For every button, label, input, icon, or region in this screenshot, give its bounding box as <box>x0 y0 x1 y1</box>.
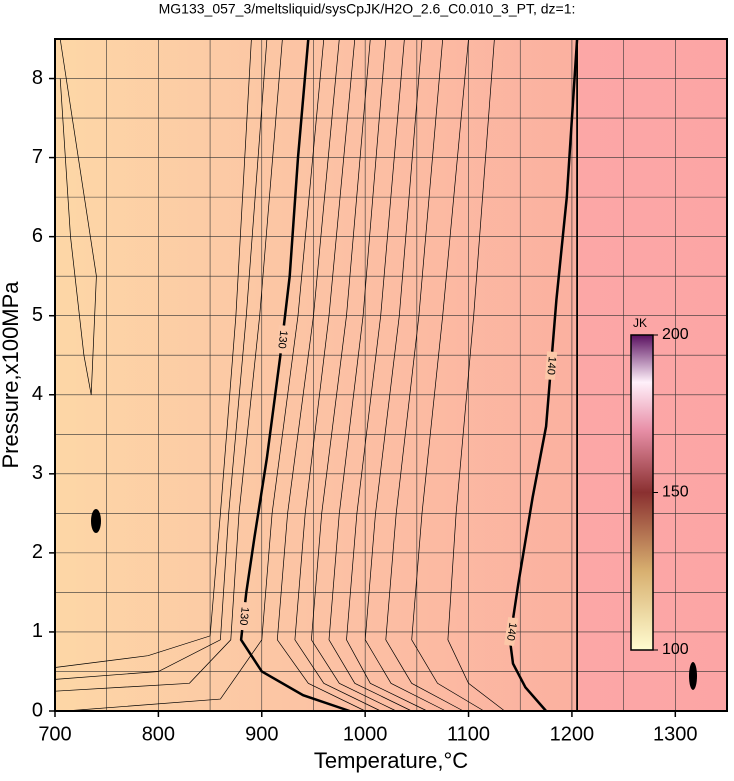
contour-line <box>276 38 366 712</box>
x-tick-label: 1200 <box>550 723 595 745</box>
x-tick-label: 800 <box>142 723 175 745</box>
contour-label: 140 <box>504 622 519 642</box>
contour-line <box>311 38 397 712</box>
contour-line <box>346 38 428 712</box>
major-contour-line <box>508 38 579 712</box>
x-tick-label: 1300 <box>653 723 698 745</box>
y-tick-label: 0 <box>32 699 43 721</box>
x-tick-label: 700 <box>38 723 71 745</box>
y-tick-label: 8 <box>32 67 43 89</box>
y-tick-label: 6 <box>32 225 43 247</box>
colorbar-tick-label: 100 <box>662 641 689 658</box>
contour-label: 130 <box>275 330 289 350</box>
y-tick-label: 5 <box>32 304 43 326</box>
contour-line <box>65 38 325 712</box>
y-tick-label: 4 <box>32 383 43 405</box>
chart-title: MG133_057_3/meltsliquid/sysCpJK/H2O_2.6_… <box>159 1 576 17</box>
contour-label-bg <box>275 324 289 354</box>
contour-line <box>59 38 97 395</box>
major-contour-line <box>239 38 351 713</box>
contour-line <box>54 38 252 668</box>
contour-line <box>328 38 412 712</box>
x-tick-label: 900 <box>245 723 278 745</box>
plot-background <box>55 39 727 711</box>
contour-line <box>411 38 485 712</box>
contour-label-bg <box>237 601 251 631</box>
colorbar-tick-label: 150 <box>662 484 689 501</box>
contour-line <box>54 38 268 680</box>
y-tick-label: 2 <box>32 541 43 563</box>
blob <box>91 509 101 533</box>
contour-label: 130 <box>237 606 251 626</box>
contour-label-bg <box>504 616 519 647</box>
blob <box>689 662 697 690</box>
y-tick-label: 3 <box>32 462 43 484</box>
colorbar-tick-label: 200 <box>662 326 689 343</box>
contour-line <box>385 38 464 712</box>
contour-label-bg <box>544 351 558 381</box>
x-axis-label: Temperature,°C <box>314 748 468 773</box>
contour-line <box>447 38 505 712</box>
contour-line <box>54 38 283 692</box>
colorbar-label: JK <box>633 316 647 330</box>
contour-line <box>364 38 446 712</box>
x-tick-label: 1100 <box>447 723 490 745</box>
contour-line <box>294 38 381 712</box>
colorbar <box>630 334 654 651</box>
y-tick-label: 1 <box>32 620 43 642</box>
plot-frame <box>54 38 728 712</box>
x-tick-label: 1000 <box>343 723 388 745</box>
contour-label: 140 <box>544 356 557 375</box>
y-axis-label: Pressure,x100MPa <box>0 281 23 469</box>
y-tick-label: 7 <box>32 146 43 168</box>
